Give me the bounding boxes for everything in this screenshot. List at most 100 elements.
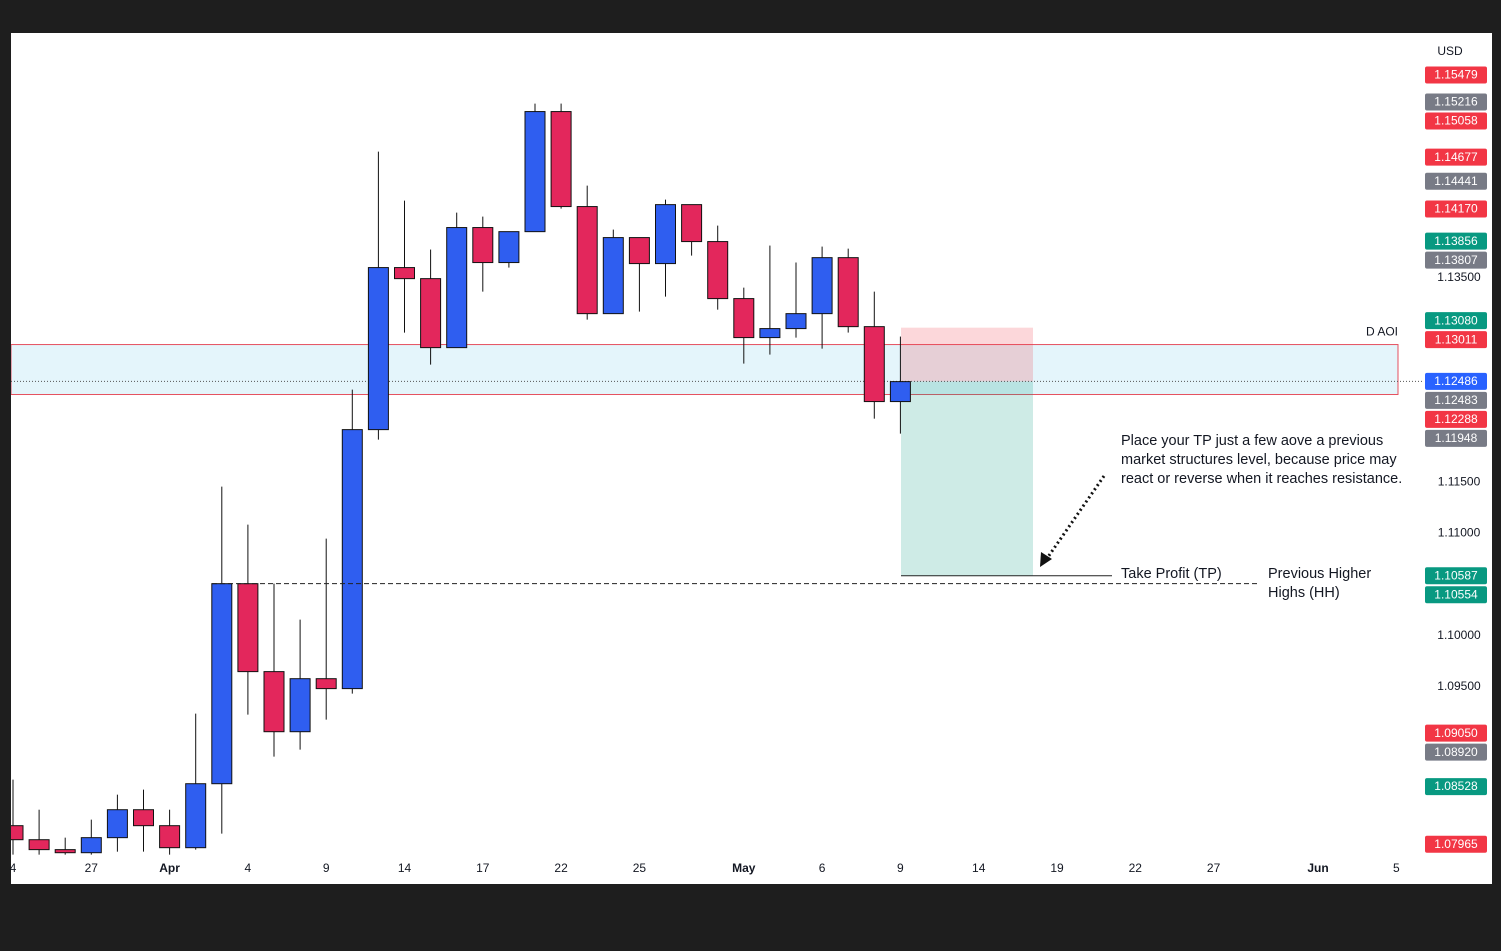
price-tag-label: 1.10587 (1434, 568, 1478, 582)
x-tick-label: 9 (323, 861, 330, 875)
price-tag (1425, 251, 1487, 269)
candle-body (11, 825, 24, 841)
candle-body (106, 809, 128, 839)
candle-body (498, 231, 520, 264)
candle-body (655, 204, 676, 265)
take-profit-label: Take Profit (TP) (1121, 566, 1222, 582)
candle-body (837, 257, 859, 328)
target-zone (901, 381, 1033, 576)
x-tick-label: 14 (398, 861, 412, 875)
candle-body (863, 326, 885, 403)
candle-body (707, 241, 729, 300)
price-tag (1425, 724, 1487, 742)
price-tag (1425, 835, 1487, 853)
candle-body (185, 783, 207, 849)
candle-body (759, 328, 781, 339)
price-tag (1425, 372, 1487, 390)
candle-body (133, 809, 154, 827)
x-tick-label: 5 (1393, 861, 1400, 875)
price-tag-label: 1.13080 (1434, 313, 1478, 327)
candle-body (681, 204, 703, 243)
zones (11, 327, 1424, 576)
price-tag (1425, 586, 1487, 604)
price-tag (1425, 200, 1487, 218)
x-tick-label: May (732, 861, 756, 875)
candle-body (524, 111, 546, 233)
y-tick-label: 1.11500 (1438, 475, 1481, 489)
candle-body (28, 839, 50, 851)
price-tag (1425, 429, 1487, 447)
candle-body (54, 849, 76, 854)
axes: D AOI 4 27 Apr 4 9 14 17 22 25 May 6 9 14 19 22 27 Jun 5 1.… (10, 66, 1487, 875)
y-tick-label: 1.11000 (1438, 526, 1481, 540)
candle-body (472, 227, 494, 264)
price-tag-label: 1.15058 (1434, 114, 1478, 128)
x-tick-label: 6 (819, 861, 826, 875)
candle-body (367, 267, 389, 431)
price-tag (1425, 66, 1487, 84)
price-tag-label: 1.14170 (1434, 202, 1478, 216)
x-tick-label: 25 (633, 861, 647, 875)
aoi-zone (11, 344, 1399, 396)
currency-label: USD (1437, 44, 1463, 58)
price-tag (1425, 743, 1487, 761)
candle-body (785, 313, 807, 330)
candle-body (394, 267, 415, 280)
price-tag-label: 1.12288 (1434, 412, 1478, 426)
price-tag-label: 1.09050 (1434, 726, 1478, 740)
candle-body (889, 381, 911, 403)
y-tick-label: 1.09500 (1437, 679, 1481, 693)
candle-body (341, 429, 363, 690)
x-tick-label: Apr (159, 861, 180, 875)
price-tag-label: 1.10554 (1434, 587, 1478, 601)
price-tag (1425, 232, 1487, 250)
x-tick-label: 27 (85, 861, 99, 875)
candle-body (211, 583, 233, 785)
x-tick-label: 27 (1207, 861, 1221, 875)
arrow-head (1040, 552, 1052, 567)
x-tick-label: 4 (245, 861, 252, 875)
candle-body (446, 227, 468, 349)
x-tick-label: 19 (1050, 861, 1064, 875)
level-label: Previous Higher Highs (HH) (1268, 566, 1372, 601)
price-tag-label: 1.12486 (1434, 374, 1478, 388)
candle-body (602, 237, 624, 315)
price-tag (1425, 93, 1487, 111)
x-tick-label: 22 (554, 861, 568, 875)
price-tag (1425, 410, 1487, 428)
candle-body (289, 678, 311, 733)
candle-body (420, 278, 442, 349)
price-tag (1425, 112, 1487, 130)
price-tag-label: 1.08920 (1434, 745, 1478, 759)
price-tag-label: 1.15479 (1434, 68, 1478, 82)
x-tick-label: Jun (1307, 861, 1328, 875)
price-tag (1425, 148, 1487, 166)
candle-body (237, 583, 259, 673)
price-tag-label: 1.13807 (1434, 253, 1478, 267)
x-tick-label: 4 (10, 861, 17, 875)
annotation: Place your TP just a few aove a previous… (1121, 433, 1403, 487)
price-tag-label: 1.15216 (1434, 95, 1478, 109)
price-tag (1425, 312, 1487, 330)
x-tick-label: 17 (476, 861, 490, 875)
price-tag (1425, 778, 1487, 796)
x-tick-label: 22 (1129, 861, 1143, 875)
price-tag-label: 1.11948 (1435, 431, 1478, 445)
candle-body (263, 671, 285, 733)
candle-body (811, 257, 833, 315)
price-tag (1425, 567, 1487, 585)
price-tag-label: 1.08528 (1434, 779, 1478, 793)
price-tag-label: 1.14441 (1434, 174, 1478, 188)
candle-body (159, 825, 181, 849)
price-tag-label: 1.12483 (1434, 393, 1478, 407)
price-tag-label: 1.07965 (1434, 837, 1478, 851)
y-tick-label: 1.13500 (1437, 270, 1481, 284)
candle-body (576, 206, 598, 315)
price-tag-label: 1.13856 (1434, 234, 1478, 248)
price-tag (1425, 331, 1487, 349)
chart-background (11, 33, 1492, 884)
y-tick-label: 1.10000 (1437, 628, 1481, 642)
arrow-line (1046, 475, 1106, 558)
